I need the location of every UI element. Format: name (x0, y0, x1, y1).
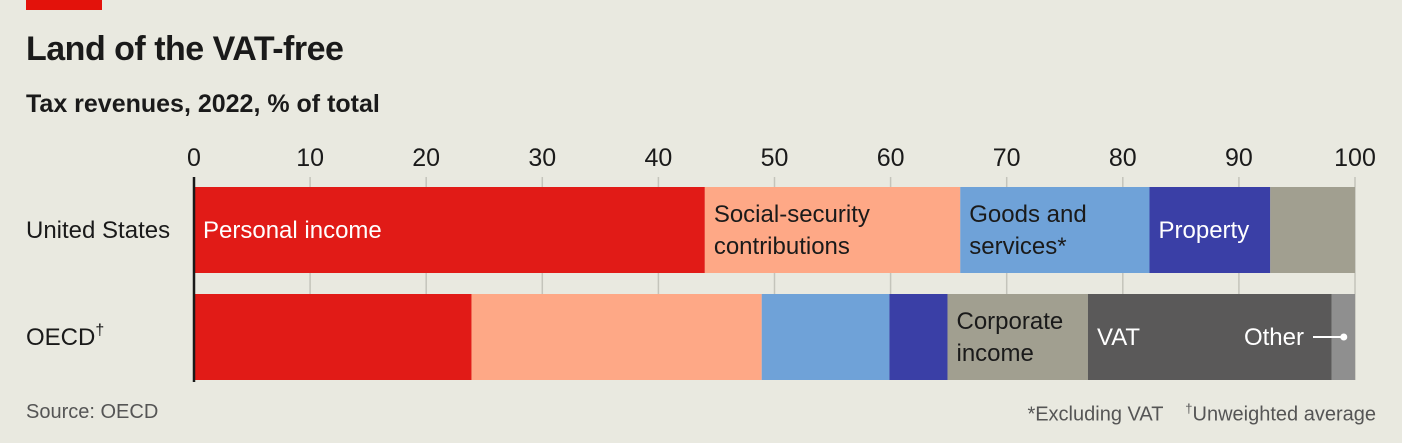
x-tick-label-30: 30 (528, 144, 556, 172)
x-tick-label-80: 80 (1109, 144, 1137, 172)
segment-label-united-states-goods_services: Goods and services* (969, 201, 1086, 260)
chart-title: Land of the VAT-free (26, 30, 344, 68)
source-note: Source: OECD (26, 401, 159, 423)
bar-segment-oecd-vat (1087, 294, 1332, 380)
row-label-united-states: United States (26, 217, 170, 244)
x-tick-label-70: 70 (993, 144, 1021, 172)
footnote-unweighted: Unweighted average (1192, 403, 1376, 426)
bar-segment-united-states-corporate_income (1270, 187, 1355, 273)
x-tick-label-10: 10 (296, 144, 324, 172)
x-tick-label-0: 0 (187, 144, 201, 172)
segment-label-united-states-personal_income: Personal income (203, 217, 382, 244)
bar-segment-oecd-social_security (471, 294, 762, 380)
x-tick-label-60: 60 (877, 144, 905, 172)
footnote-excluding-vat: *Excluding VAT (1027, 403, 1164, 426)
segment-label-united-states-property: Property (1159, 217, 1250, 244)
segment-label-united-states-social_security: Social-security contributions (714, 201, 870, 260)
segment-label-oecd-corporate_income: Corporate income (956, 308, 1063, 367)
x-tick-label-50: 50 (761, 144, 789, 172)
x-tick-label-40: 40 (644, 144, 672, 172)
x-tick-label-100: 100 (1334, 144, 1376, 172)
annotation-other-label: Other (1244, 324, 1304, 351)
x-tick-label-20: 20 (412, 144, 440, 172)
bar-segment-united-states-property (1149, 187, 1271, 273)
x-tick-label-90: 90 (1225, 144, 1253, 172)
segment-label-oecd-vat: VAT (1097, 324, 1140, 351)
brand-tag (26, 0, 102, 10)
chart-subtitle: Tax revenues, 2022, % of total (26, 90, 380, 118)
bar-segment-oecd-personal_income (194, 294, 472, 380)
annotation-leader-dot (1340, 333, 1348, 341)
bar-segment-oecd-corporate_income (947, 294, 1088, 380)
bar-segment-oecd-property (889, 294, 948, 380)
bar-segment-united-states-goods_services (960, 187, 1150, 273)
row-label-oecd: OECD† (26, 322, 104, 351)
bar-segment-united-states-social_security (704, 187, 961, 273)
bar-segment-united-states-personal_income (194, 187, 705, 273)
footnotes: *Excluding VAT †Unweighted average (1027, 401, 1376, 427)
footnote-dagger: † (1185, 401, 1193, 416)
bar-segment-oecd-goods_services (761, 294, 890, 380)
